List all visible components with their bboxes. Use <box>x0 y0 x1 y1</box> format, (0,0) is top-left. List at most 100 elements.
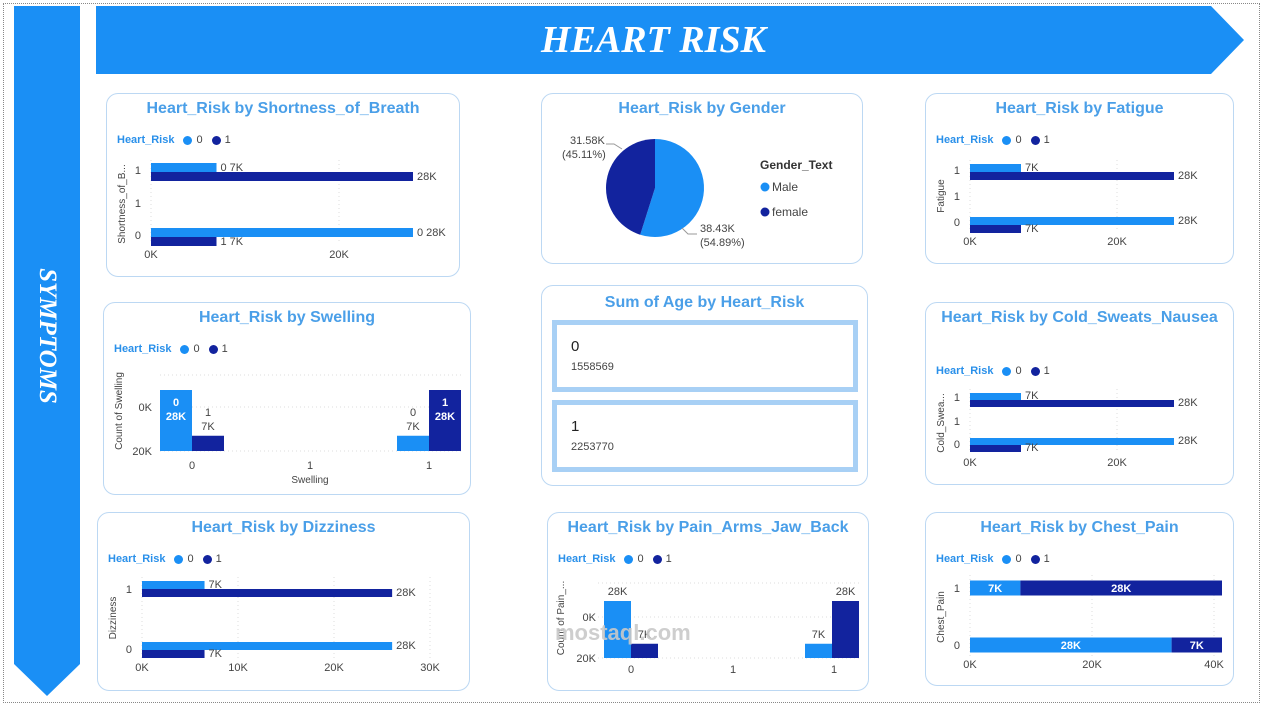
pie-slice-female <box>606 139 655 235</box>
y-axis-title: Count of Pain_... <box>556 581 567 656</box>
legend-title: Heart_Risk <box>117 134 175 146</box>
leader-line <box>681 227 697 235</box>
data-label: 7K <box>988 583 1002 595</box>
chart-legend[interactable]: Heart_Risk 0 1 <box>108 553 222 565</box>
data-label: 0 <box>410 407 416 419</box>
chart-title: Heart_Risk by Dizziness <box>191 519 376 536</box>
legend-marker <box>180 344 190 354</box>
chart-legend[interactable]: Heart_Risk 0 1 <box>114 343 228 355</box>
kpi-box-1[interactable]: 1 2253770 <box>552 400 858 472</box>
data-label: 7K <box>209 579 223 591</box>
chart-legend[interactable]: Heart_Risk 0 1 <box>936 365 1050 377</box>
chart-legend[interactable]: Heart_Risk 0 1 <box>117 134 231 146</box>
kpi-value: 2253770 <box>571 441 614 453</box>
bar-risk-1 <box>970 172 1174 180</box>
legend-title: Heart_Risk <box>114 343 172 355</box>
leader-line <box>606 143 623 150</box>
data-label: 7K <box>638 629 652 641</box>
y-tick-label: 1 <box>135 198 141 210</box>
legend-marker <box>1002 366 1012 376</box>
bar-risk-0 <box>970 438 1174 445</box>
x-tick-label: 10K <box>228 662 248 674</box>
data-label: 7K <box>1025 390 1039 402</box>
bar-risk-0 <box>142 581 205 589</box>
y-axis-title: Cold_Swea... <box>936 393 947 452</box>
y-axis-title: Shortness_of_B... <box>117 164 128 244</box>
data-label: 28K <box>1178 215 1198 227</box>
chart-card-gender[interactable]: Heart_Risk by Gender 38.43K (54.89%) 31.58K… <box>541 93 863 264</box>
data-label: 7K <box>1025 223 1039 235</box>
bar-risk-0 <box>805 643 832 658</box>
legend-entry: 0 <box>1015 134 1022 146</box>
chart-legend[interactable]: Heart_Risk 0 1 <box>936 553 1050 565</box>
kpi-label: 1 <box>571 418 580 435</box>
x-tick-label: 20K <box>1107 236 1127 248</box>
y-tick-label: 20K <box>132 446 152 458</box>
x-tick-label: 20K <box>324 662 344 674</box>
data-label: 1 <box>205 407 211 419</box>
chart-card-fatigue[interactable]: Heart_Risk by Fatigue Heart_Risk 0 1 0K 20K Fa… <box>925 93 1234 264</box>
legend-entry: 0 <box>1015 365 1022 377</box>
legend-marker <box>183 135 193 145</box>
bar-risk-1 <box>151 237 217 246</box>
legend-marker <box>1002 135 1012 145</box>
chart-card-pain-arms-jaw-back[interactable]: Heart_Risk by Pain_Arms_Jaw_Back Heart_Ri… <box>547 512 869 691</box>
data-label: 28K <box>1061 640 1081 652</box>
bar-risk-0 <box>970 637 1172 653</box>
pie-data-label: 38.43K <box>700 223 736 235</box>
x-tick-label: 0K <box>135 662 149 674</box>
bar-risk-1 <box>429 390 461 451</box>
chart-legend[interactable]: Heart_Risk 0 1 <box>558 553 672 565</box>
chart-card-chest-pain[interactable]: Heart_Risk by Chest_Pain Heart_Risk 0 1 0K 20… <box>925 512 1234 686</box>
sidebar-banner: SYMPTOMS <box>14 6 80 696</box>
legend-entry: 0 <box>637 553 644 565</box>
x-tick-label: 20K <box>1082 659 1102 671</box>
x-tick-label: 0K <box>963 659 977 671</box>
x-tick-label: 0K <box>144 249 158 261</box>
legend-entry: 1 <box>1043 553 1050 565</box>
bar-risk-1 <box>1171 637 1222 653</box>
chart-card-swelling[interactable]: Heart_Risk by Swelling Heart_Risk 0 1 0K 20K C… <box>103 302 471 495</box>
bar-risk-1 <box>142 589 393 597</box>
pie-legend-entry: female <box>772 205 808 219</box>
y-tick-label: 1 <box>954 191 960 203</box>
legend-entry: 0 <box>196 134 203 146</box>
data-label: 7K <box>1025 442 1039 454</box>
x-axis-title: Swelling <box>291 475 328 486</box>
chart-card-cold-sweats-nausea[interactable]: Heart_Risk by Cold_Sweats_Nausea Heart_Ri… <box>925 302 1234 485</box>
legend-marker <box>1002 554 1012 564</box>
data-label: 28K <box>435 411 455 423</box>
kpi-card-sum-of-age[interactable]: Sum of Age by Heart_Risk 0 1558569 1 225… <box>541 285 868 486</box>
watermark: mostaql.com <box>555 620 691 645</box>
legend-entry: 0 <box>1015 553 1022 565</box>
legend-entry: 1 <box>224 134 231 146</box>
bar-risk-1 <box>142 650 205 658</box>
dashboard-frame <box>3 3 1260 703</box>
chart-card-shortness-of-breath[interactable]: Heart_Risk by Shortness_of_Breath Heart_R… <box>106 93 460 277</box>
bar-risk-0 <box>970 164 1021 172</box>
legend-marker <box>174 554 184 564</box>
y-tick-label: 0 <box>954 217 960 229</box>
data-label: 1 7K <box>221 236 244 248</box>
bar-risk-1 <box>192 435 224 451</box>
chart-card-dizziness[interactable]: Heart_Risk by Dizziness Heart_Risk 0 1 0K 10K… <box>97 512 470 691</box>
data-label: 28K <box>608 586 628 598</box>
legend-marker <box>760 207 770 217</box>
x-tick-label: 30K <box>420 662 440 674</box>
kpi-label: 0 <box>571 338 580 355</box>
kpi-box-0[interactable]: 0 1558569 <box>552 320 858 392</box>
legend-marker <box>202 554 212 564</box>
data-label: 28K <box>1111 583 1131 595</box>
bar-risk-1 <box>151 172 413 181</box>
y-axis-title: Count of Swelling <box>114 372 125 450</box>
bar-risk-0 <box>160 390 192 451</box>
chart-title: Heart_Risk by Gender <box>618 100 786 117</box>
banner-arrow-shape <box>96 6 1244 74</box>
data-label: 7K <box>201 421 215 433</box>
bar-risk-1 <box>631 643 658 658</box>
legend-marker <box>624 554 634 564</box>
kpi-title: Sum of Age by Heart_Risk <box>604 294 805 311</box>
chart-legend[interactable]: Heart_Risk 0 1 <box>936 134 1050 146</box>
y-tick-label: 1 <box>126 584 132 596</box>
bar-risk-0 <box>151 228 413 237</box>
